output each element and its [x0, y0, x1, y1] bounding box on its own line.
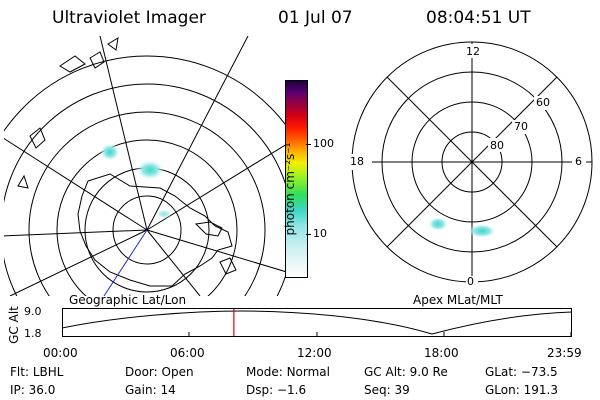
- mlt-label-12: 12: [466, 45, 480, 58]
- alt-xtick-2: 12:00: [297, 346, 332, 360]
- colorbar-tick-100: 100: [313, 137, 334, 150]
- alt-xtick-1: 06:00: [170, 346, 205, 360]
- info-glat: GLat: −73.5: [485, 365, 558, 379]
- blue-track: [103, 229, 148, 296]
- geographic-map: [4, 36, 294, 296]
- mlt-label-6: 6: [575, 155, 582, 168]
- aurora-blob: [468, 224, 496, 238]
- colorbar-unit: photon cm⁻²s⁻¹: [283, 142, 297, 236]
- date: 01 Jul 07: [278, 8, 353, 28]
- info-mode: Mode: Normal: [246, 365, 330, 379]
- aurora-blob: [156, 209, 172, 219]
- coastline: [77, 173, 233, 287]
- alt-xtick-4: 23:59: [547, 346, 582, 360]
- colorbar-tick-10: 10: [313, 227, 327, 240]
- info-dsp: Dsp: −1.6: [246, 383, 307, 397]
- aurora-blob: [136, 160, 164, 180]
- info-glon: GLon: 191.3: [485, 383, 558, 397]
- info-gain: Gain: 14: [125, 383, 176, 397]
- time: 08:04:51 UT: [426, 8, 531, 28]
- apex-label: Apex MLat/MLT: [413, 293, 503, 307]
- magnetic-map: [350, 41, 593, 290]
- aurora-blob: [428, 217, 448, 231]
- mlat-label-60: 60: [536, 96, 550, 109]
- title: Ultraviolet Imager: [52, 8, 206, 28]
- info-gcalt: GC Alt: 9.0 Re: [364, 365, 448, 379]
- info-seq: Seq: 39: [364, 383, 410, 397]
- aurora-blob: [100, 143, 120, 161]
- info-door: Door: Open: [125, 365, 194, 379]
- mlt-label-18: 18: [350, 155, 364, 168]
- coastline: [194, 221, 237, 275]
- alt-ytick-max: 9.0: [24, 305, 42, 318]
- colorbar-tick: [306, 144, 311, 145]
- lat-circle: [4, 55, 294, 138]
- colorbar-tick: [306, 234, 311, 235]
- alt-ytick-min: 1.8: [24, 327, 42, 340]
- alt-ylabel: GC Alt: [7, 306, 21, 344]
- mlat-label-80: 80: [490, 139, 504, 152]
- altitude-curve: [62, 310, 573, 335]
- mlt-label-0: 0: [467, 275, 474, 288]
- colorbar: [285, 80, 308, 278]
- coastline: [17, 37, 119, 189]
- alt-xtick-3: 18:00: [424, 346, 459, 360]
- alt-xtick-0: 00:00: [43, 346, 78, 360]
- lat-circle: [56, 139, 238, 296]
- lat-circle: [28, 111, 266, 296]
- altitude-plot: [62, 308, 573, 337]
- geographic-label: Geographic Lat/Lon: [69, 293, 187, 307]
- mlat-label-70: 70: [514, 120, 528, 133]
- lat-circle: [112, 195, 182, 265]
- info-ip: IP: 36.0: [10, 383, 56, 397]
- info-flt: Flt: LBHL: [10, 365, 64, 379]
